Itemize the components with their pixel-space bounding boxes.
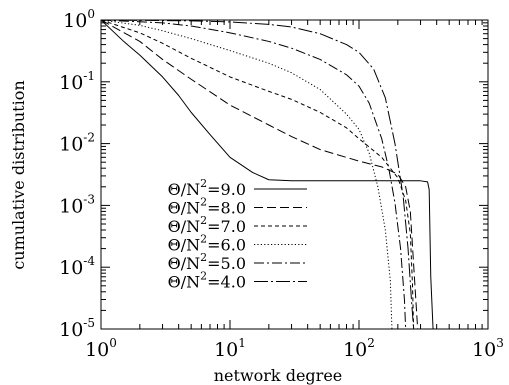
legend-label-suffix: =9.0	[207, 180, 246, 199]
y-tick-label-base: 10	[59, 72, 83, 94]
x-tick-label: 100	[85, 336, 117, 361]
x-tick-label-base: 10	[85, 339, 109, 361]
legend-label-exp: 2	[200, 196, 207, 209]
x-tick-label-base: 10	[472, 339, 496, 361]
x-tick-label: 103	[472, 336, 504, 361]
series-lines	[101, 20, 434, 329]
y-tick-label: 10-2	[59, 131, 95, 156]
y-tick-label-exp: -5	[83, 316, 95, 330]
legend-label-suffix: =8.0	[207, 199, 246, 218]
legend-label-3: Θ/N2=7.0	[168, 214, 246, 236]
legend-label-4: Θ/N2=6.0	[168, 233, 246, 255]
x-axis-label: network degree	[214, 366, 343, 385]
legend-label-prefix: Θ/N	[168, 217, 201, 236]
legend: Θ/N2=9.0Θ/N2=8.0Θ/N2=7.0Θ/N2=6.0Θ/N2=5.0…	[168, 177, 307, 292]
y-tick-label-exp: 0	[87, 7, 95, 21]
y-tick-label-exp: -3	[83, 192, 95, 206]
legend-label-prefix: Θ/N	[168, 199, 201, 218]
legend-label-prefix: Θ/N	[168, 236, 201, 255]
x-tick-label-base: 10	[214, 339, 238, 361]
legend-label-5: Θ/N2=5.0	[168, 251, 246, 273]
y-tick-label-exp: -1	[83, 69, 95, 83]
x-tick-label-exp: 3	[496, 336, 504, 350]
y-tick-label-base: 10	[63, 10, 87, 32]
legend-label-6: Θ/N2=4.0	[168, 270, 246, 292]
legend-label-exp: 2	[200, 177, 207, 190]
y-tick-label: 10-5	[59, 316, 95, 341]
y-axis-label: cumulative distribution	[9, 80, 28, 269]
x-tick-label-exp: 1	[238, 336, 246, 350]
y-tick-label-exp: -4	[83, 254, 95, 268]
legend-label-suffix: =6.0	[207, 236, 246, 255]
y-tick-label: 10-1	[59, 69, 95, 94]
x-tick-label-exp: 0	[109, 336, 117, 350]
x-tick-label: 101	[214, 336, 246, 361]
series-line-3	[101, 20, 415, 329]
y-tick-label: 10-4	[59, 254, 95, 279]
y-tick-label: 10-3	[59, 192, 95, 217]
plot-frame	[100, 19, 489, 330]
legend-label-suffix: =5.0	[207, 254, 246, 273]
legend-label-exp: 2	[200, 270, 207, 283]
series-line-2	[101, 20, 419, 329]
legend-label-exp: 2	[200, 233, 207, 246]
legend-label-prefix: Θ/N	[168, 273, 201, 292]
legend-label-suffix: =7.0	[207, 217, 246, 236]
legend-label-prefix: Θ/N	[168, 180, 201, 199]
tick-marks	[100, 19, 489, 330]
legend-label-exp: 2	[200, 214, 207, 227]
legend-label-suffix: =4.0	[207, 273, 246, 292]
x-tick-label-base: 10	[343, 339, 367, 361]
y-tick-label-base: 10	[59, 257, 83, 279]
x-tick-label: 102	[343, 336, 375, 361]
series-line-6	[101, 20, 415, 329]
legend-label-2: Θ/N2=8.0	[168, 196, 246, 218]
legend-label-1: Θ/N2=9.0	[168, 177, 246, 199]
series-line-5	[101, 20, 407, 329]
y-tick-label-base: 10	[59, 319, 83, 341]
series-line-4	[101, 20, 393, 329]
y-tick-label-base: 10	[59, 195, 83, 217]
legend-label-prefix: Θ/N	[168, 254, 201, 273]
y-tick-label-base: 10	[59, 134, 83, 156]
y-tick-label-exp: -2	[83, 131, 95, 145]
series-line-1	[101, 20, 434, 329]
y-tick-label: 100	[63, 7, 95, 32]
x-tick-label-exp: 2	[367, 336, 375, 350]
legend-label-exp: 2	[200, 251, 207, 264]
